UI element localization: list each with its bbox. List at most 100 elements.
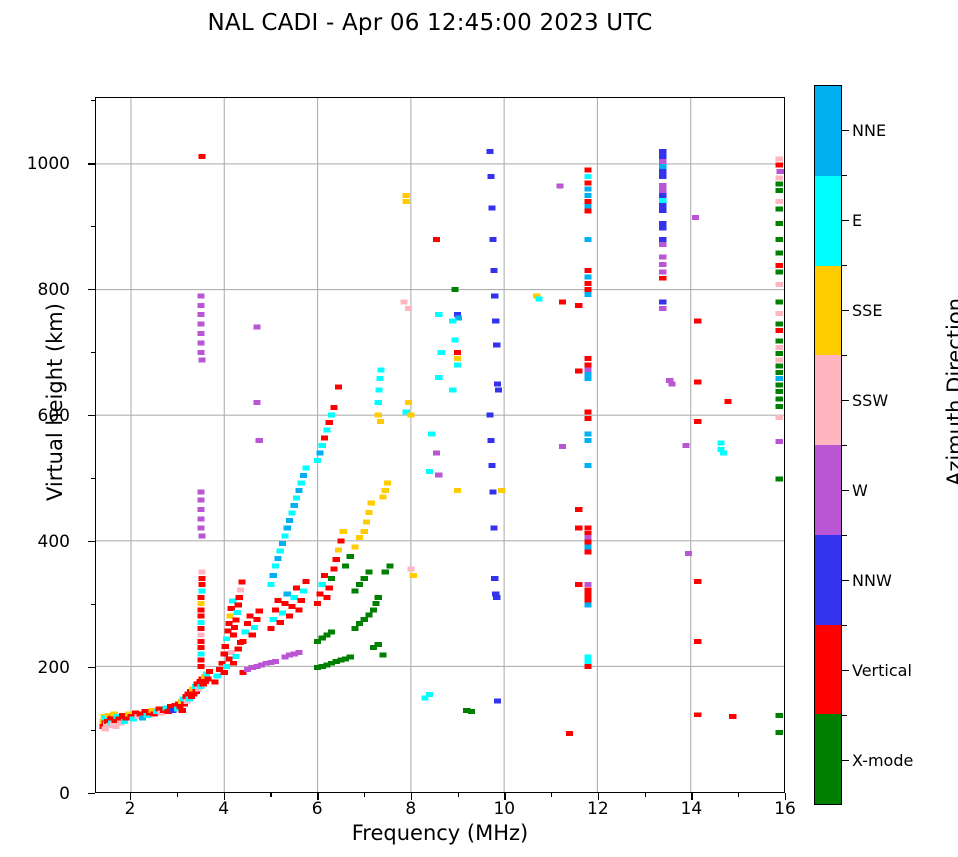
echo-pixel [292, 495, 301, 501]
echo-pixel [379, 494, 387, 500]
echo-pixel [775, 338, 783, 344]
echo-pixel [197, 497, 205, 503]
colorbar-label-nne: NNE [852, 121, 887, 140]
echo-pixel [253, 324, 261, 330]
echo-pixel [449, 387, 457, 393]
echo-pixel [775, 382, 783, 388]
echo-pixel [162, 705, 170, 711]
echo-pixel [285, 613, 294, 619]
echo-pixel [584, 268, 592, 274]
echo-pixel [360, 528, 368, 534]
echo-pixel [402, 409, 410, 415]
echo-pixel [694, 418, 702, 424]
echo-pixel [487, 174, 495, 179]
colorbar-tick [842, 580, 849, 582]
echo-pixel [584, 539, 592, 545]
echo-pixel [297, 480, 305, 486]
echo-pixel [374, 400, 382, 406]
echo-pixel [584, 174, 592, 179]
echo-pixel [318, 442, 326, 448]
echo-pixel [157, 710, 165, 716]
echo-pixel [216, 667, 224, 673]
echo-pixel [196, 678, 204, 684]
echo-pixel [302, 465, 310, 471]
echo-pixel [269, 616, 277, 622]
echo-pixel [274, 597, 282, 603]
echo-pixel [118, 712, 127, 718]
echo-pixel [295, 607, 303, 613]
echo-pixel [775, 282, 783, 288]
echo-pixel [313, 457, 322, 463]
echo-pixel [375, 387, 383, 393]
echo-pixel [584, 204, 592, 210]
echo-pixel [694, 318, 702, 324]
echo-pixel [659, 163, 667, 169]
echo-pixel [453, 488, 462, 494]
echo-pixel [193, 681, 201, 687]
echo-pixel [486, 412, 494, 418]
echo-pixel [360, 575, 368, 581]
y-tick-marks [88, 97, 96, 795]
echo-pixel [197, 349, 205, 355]
x-tick-label: 14 [680, 799, 703, 819]
echo-pixel [225, 656, 233, 662]
echo-pixel [694, 638, 702, 644]
colorbar-boundary-tick [842, 355, 847, 357]
colorbar-band-nne [815, 86, 841, 176]
echo-pixel [183, 699, 191, 705]
echo-pixel [407, 412, 415, 418]
echo-pixel [428, 431, 436, 437]
echo-pixel [488, 462, 496, 468]
echo-pixel [437, 349, 445, 355]
echo-pixel [197, 632, 205, 638]
colorbar-label-vertical: Vertical [852, 661, 912, 680]
echo-pixel [775, 162, 783, 168]
echo-pixel [351, 588, 359, 594]
echo-pixel [332, 557, 340, 563]
echo-pixel [584, 525, 592, 531]
x-tick-mark [130, 793, 132, 800]
echo-pixel [775, 221, 783, 227]
echo-pixel [160, 707, 168, 713]
echo-pixel [584, 199, 592, 205]
echo-pixel [169, 707, 177, 713]
echo-pixel [197, 607, 205, 613]
echo-pixel [109, 721, 117, 727]
colorbar-boundary-tick [842, 715, 847, 717]
echo-pixel [241, 629, 249, 635]
colorbar-label-w: W [852, 481, 868, 500]
y-tick-label: 0 [59, 784, 70, 804]
echo-pixel [198, 153, 206, 159]
echo-pixel [376, 376, 384, 382]
echo-pixel [283, 591, 291, 597]
echo-pixel [271, 607, 280, 613]
echo-pixel [202, 671, 211, 677]
echo-pixel [276, 548, 284, 554]
echo-pixel [225, 621, 233, 627]
colorbar-label-sse: SSE [852, 301, 883, 320]
echo-pixel [584, 409, 592, 415]
echo-pixel [454, 315, 463, 321]
echo-pixel [775, 321, 783, 327]
echo-pixel [451, 287, 459, 293]
colorbar-boundary-tick [842, 625, 847, 627]
echo-pixel [198, 357, 206, 363]
echo-pixel [659, 148, 667, 154]
echo-pixel [313, 601, 322, 607]
echo-pixel [421, 695, 429, 701]
echo-pixel [659, 187, 667, 193]
echo-pixel [285, 652, 294, 658]
echo-pixel [775, 388, 783, 394]
y-axis-title: Virtual height (km) [43, 303, 67, 501]
echo-pixel [584, 167, 592, 173]
echo-pixel [376, 418, 385, 424]
echo-pixel [197, 645, 205, 651]
echo-pixel [584, 362, 592, 368]
x-tick-mark [317, 793, 319, 800]
echo-pixel [691, 214, 699, 220]
echo-pixel [381, 569, 389, 575]
echo-pixel [776, 168, 784, 174]
echo-pixel [719, 450, 727, 456]
echo-pixel [584, 602, 592, 608]
y-minor-tick [91, 100, 95, 102]
